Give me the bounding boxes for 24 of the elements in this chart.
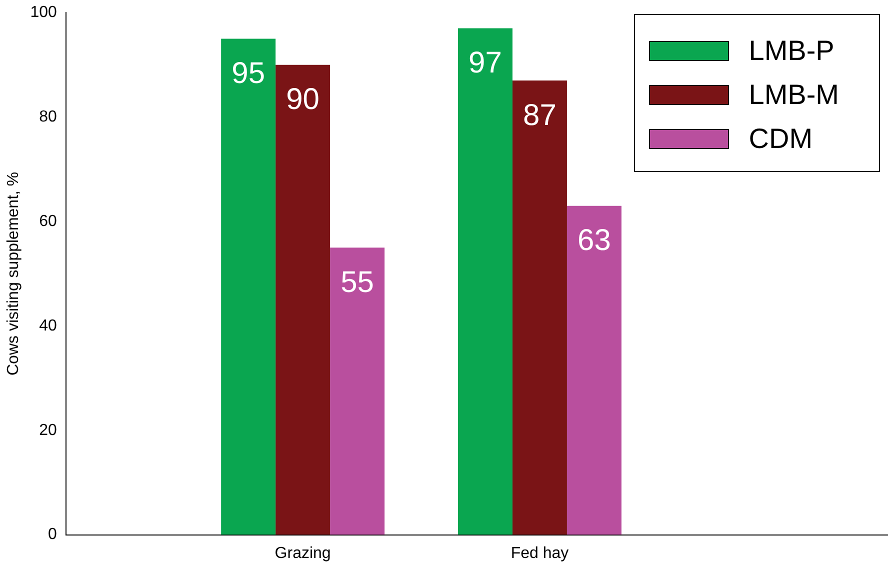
y-tick-label: 80 [39,108,57,126]
bar [512,80,567,535]
x-tick-label: Fed hay [510,544,569,562]
x-tick-label: Grazing [274,544,331,562]
data-label: 63 [578,224,611,258]
legend-label: CDM [748,123,813,155]
y-tick-label: 40 [39,317,57,334]
y-axis-title: Cows visiting supplement, % [5,172,22,376]
legend-label: LMB-P [748,35,834,67]
data-label: 87 [523,98,556,132]
data-label: 97 [468,46,502,80]
data-label: 55 [340,266,374,299]
bar [276,64,330,535]
y-tick-label: 0 [48,526,57,544]
data-label: 95 [232,56,266,90]
bar [458,28,512,535]
bar [221,38,276,535]
y-tick-label: 100 [30,4,57,22]
y-tick-label: 20 [39,422,57,439]
bar [330,248,385,535]
data-label: 90 [286,83,320,116]
y-tick-label: 60 [39,212,57,230]
bar [566,206,622,535]
legend-label: LMB-M [748,79,839,111]
